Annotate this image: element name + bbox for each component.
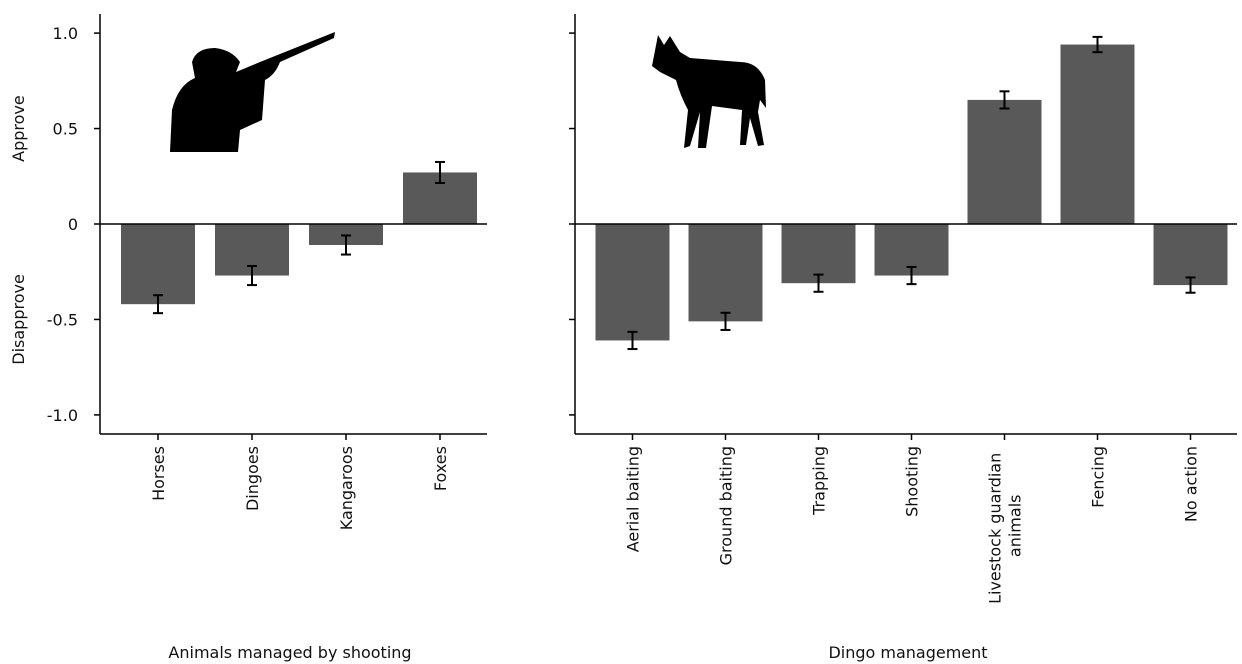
x-tick-label: No action xyxy=(1182,446,1201,522)
x-tick-label: Foxes xyxy=(431,446,450,491)
x-tick-label: Dingoes xyxy=(243,446,262,511)
y-annotation: Approve xyxy=(9,95,28,162)
x-tick-label: Fencing xyxy=(1089,446,1108,508)
label-line: Livestock guardian xyxy=(986,448,1005,604)
shooter-icon xyxy=(170,32,335,152)
x-tick-label: Livestock guardian animals xyxy=(986,448,1025,604)
x-tick-label: Horses xyxy=(149,446,168,501)
bar xyxy=(689,224,763,321)
label-line: animals xyxy=(1006,495,1025,558)
y-tick-label: 0.5 xyxy=(53,120,78,139)
y-tick-label: -0.5 xyxy=(47,310,78,329)
y-tick-label: -1.0 xyxy=(47,406,78,425)
dingo-icon xyxy=(652,35,766,148)
bar xyxy=(596,224,670,340)
x-axis-title: Dingo management xyxy=(828,643,987,662)
chart: 1.0 0.5 0 -0.5 -1.0 Approve Disapprove Horses Di… xyxy=(0,0,1242,664)
x-tick-label: Trapping xyxy=(810,446,829,516)
bar xyxy=(968,100,1042,224)
x-axis-title: Animals managed by shooting xyxy=(168,643,411,662)
x-tick-label: Ground baiting xyxy=(717,446,736,565)
y-annotation: Disapprove xyxy=(9,274,28,365)
y-tick-label: 1.0 xyxy=(53,24,78,43)
bar xyxy=(1154,224,1228,285)
x-tick-label: Aerial baiting xyxy=(624,446,643,552)
bar xyxy=(121,224,195,304)
x-tick-label: Shooting xyxy=(903,446,922,517)
y-tick-label: 0 xyxy=(68,215,78,234)
x-tick-label: Kangaroos xyxy=(337,446,356,530)
bar xyxy=(1061,45,1135,224)
